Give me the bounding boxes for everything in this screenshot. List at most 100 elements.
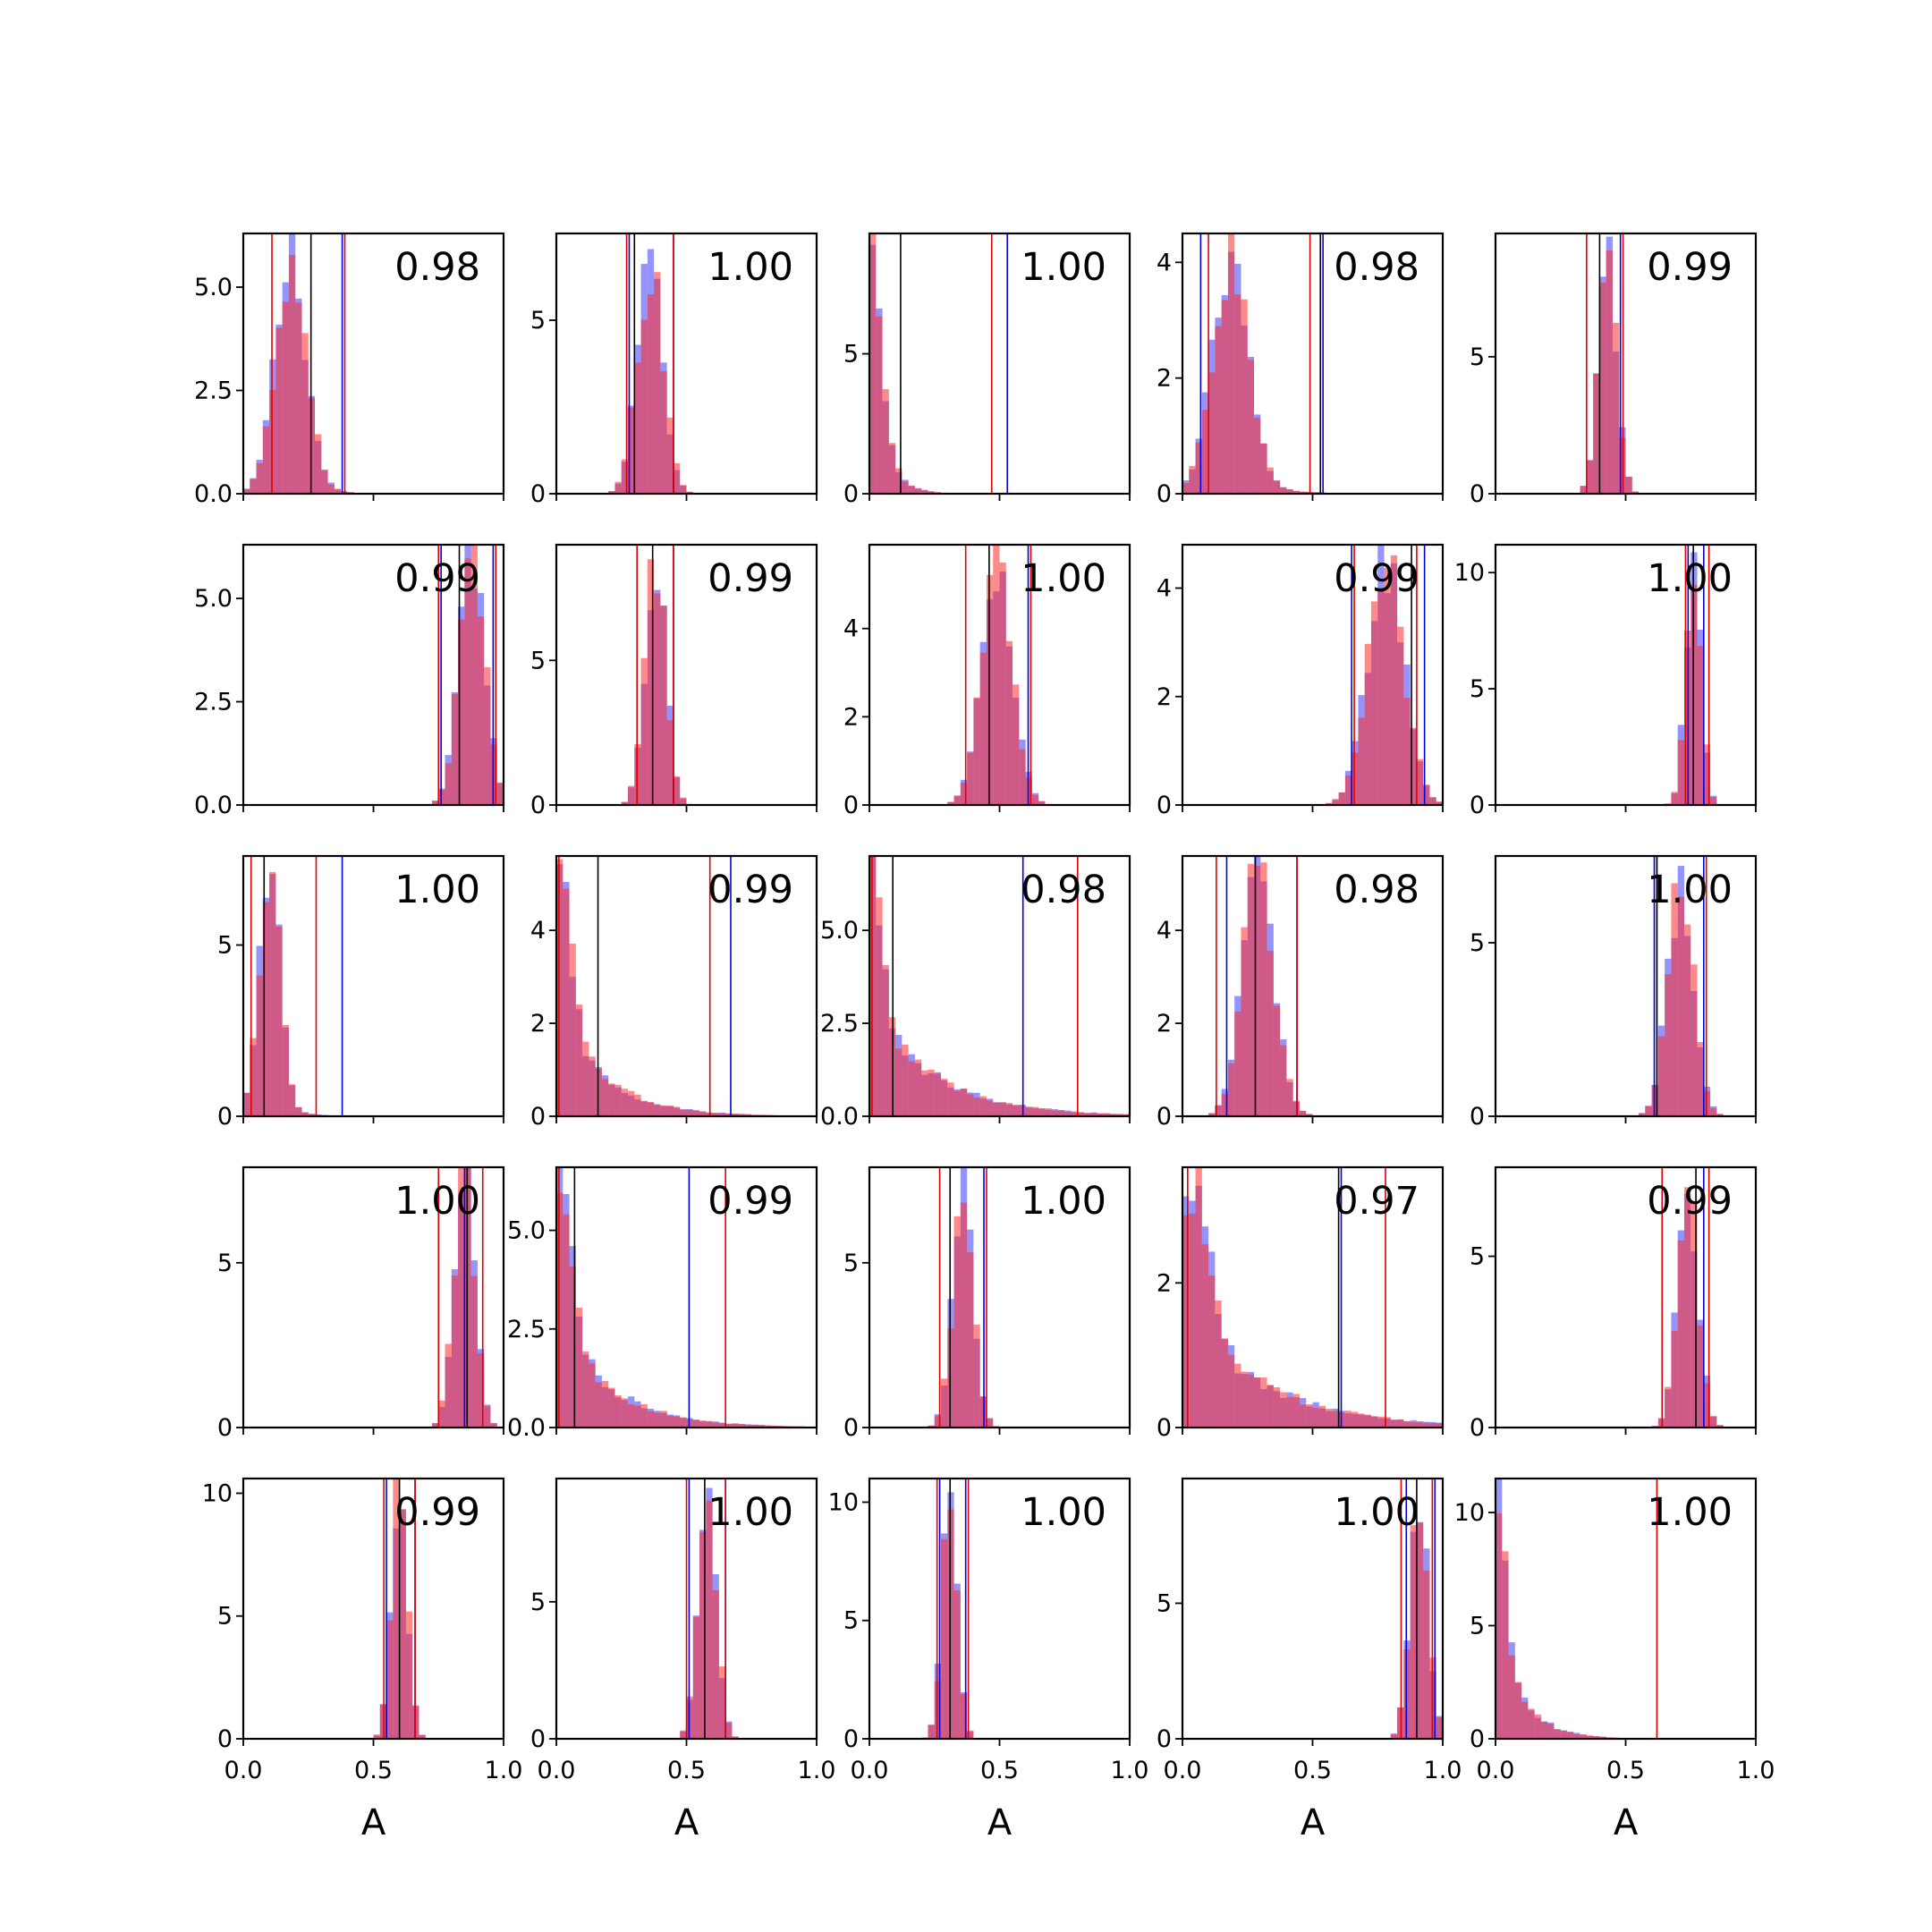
red-histogram-bar bbox=[1123, 1114, 1130, 1116]
red-histogram-bar bbox=[1221, 1338, 1228, 1428]
panel-annotation: 0.99 bbox=[1334, 556, 1419, 601]
y-tick-label: 10 bbox=[1454, 1499, 1485, 1527]
red-histogram-bar bbox=[250, 1038, 257, 1116]
red-histogram-bar bbox=[1273, 480, 1281, 494]
y-tick-label: 2.5 bbox=[820, 1010, 859, 1038]
red-histogram-bar bbox=[953, 1090, 961, 1116]
panel-annotation: 1.00 bbox=[1021, 1490, 1106, 1535]
red-histogram-bar bbox=[1025, 1107, 1032, 1116]
red-histogram-bar bbox=[895, 468, 902, 494]
x-tick-label: 0.0 bbox=[225, 1757, 263, 1784]
panel: 0.0 2.5 5.0 0.99 bbox=[194, 543, 505, 819]
red-histogram-bar bbox=[334, 488, 342, 494]
red-histogram-bar bbox=[640, 657, 648, 805]
red-histogram-bar bbox=[941, 1538, 948, 1739]
panel: 0 2 4 0.99 bbox=[1157, 543, 1445, 819]
red-histogram-bar bbox=[947, 801, 954, 805]
red-histogram-bar bbox=[373, 1734, 380, 1739]
red-histogram-bar bbox=[451, 1275, 459, 1428]
red-histogram-bar bbox=[405, 1611, 413, 1739]
red-histogram-bar bbox=[699, 1420, 707, 1428]
panel: 051.00 bbox=[1470, 854, 1758, 1131]
red-histogram-bar bbox=[921, 1070, 928, 1116]
y-tick-label: 2.5 bbox=[194, 377, 233, 405]
red-histogram-bar bbox=[1496, 1513, 1503, 1739]
red-histogram-bar bbox=[953, 1590, 961, 1739]
red-histogram-bar bbox=[1703, 1383, 1711, 1428]
panel: 0 5 10 0.0 0.5 1.0 A 0.99 bbox=[202, 1477, 522, 1843]
y-tick-label: 0 bbox=[1157, 792, 1172, 819]
red-histogram-bar bbox=[1031, 794, 1039, 805]
red-histogram-bar bbox=[1260, 1377, 1267, 1428]
red-histogram-bar bbox=[660, 1411, 667, 1428]
red-histogram-bar bbox=[1005, 640, 1013, 805]
red-histogram-bar bbox=[973, 1324, 980, 1428]
red-histogram-bar bbox=[1429, 797, 1436, 805]
red-histogram-bar bbox=[654, 1412, 661, 1428]
red-histogram-bar bbox=[1671, 883, 1678, 1116]
red-histogram-bar bbox=[744, 1114, 752, 1116]
red-histogram-bar bbox=[1677, 740, 1684, 805]
red-histogram-bar bbox=[1241, 1371, 1248, 1428]
red-histogram-bar bbox=[256, 975, 263, 1116]
y-tick-label: 0 bbox=[843, 1414, 859, 1442]
red-histogram-bar bbox=[1254, 417, 1261, 494]
red-histogram-bar bbox=[928, 1069, 935, 1116]
red-histogram-bar bbox=[686, 1109, 693, 1116]
red-histogram-bar bbox=[1103, 1113, 1111, 1116]
panel-annotation: 0.99 bbox=[394, 556, 480, 601]
y-tick-label: 0 bbox=[843, 792, 859, 819]
red-histogram-bar bbox=[1318, 1405, 1326, 1428]
red-histogram-bar bbox=[1306, 1114, 1313, 1116]
x-axis-label: A bbox=[987, 1802, 1013, 1843]
red-histogram-bar bbox=[902, 481, 909, 494]
red-histogram-bar bbox=[979, 652, 987, 805]
red-histogram-bar bbox=[1084, 1113, 1091, 1116]
red-histogram-bar bbox=[1352, 1411, 1359, 1428]
x-tick-label: 1.0 bbox=[1737, 1757, 1775, 1784]
y-tick-label: 5 bbox=[843, 341, 859, 369]
red-histogram-bar bbox=[1508, 1655, 1515, 1739]
red-histogram-bar bbox=[1234, 1363, 1241, 1428]
red-histogram-bar bbox=[1215, 326, 1222, 494]
panel-annotation: 1.00 bbox=[1647, 1490, 1733, 1535]
panel: 0.0 2.5 5.0 0.98 bbox=[194, 232, 505, 508]
red-histogram-bar bbox=[1332, 799, 1339, 805]
red-histogram-bar bbox=[934, 1073, 942, 1116]
panel: 0.0 2.5 5.0 0.98 bbox=[820, 854, 1131, 1131]
red-histogram-bar bbox=[614, 1395, 622, 1428]
red-histogram-bar bbox=[1005, 1103, 1013, 1116]
red-histogram-bar bbox=[647, 1101, 655, 1116]
red-histogram-bar bbox=[1586, 460, 1594, 494]
red-histogram-bar bbox=[569, 1267, 576, 1428]
red-histogram-bar bbox=[1410, 727, 1417, 805]
y-tick-label: 5 bbox=[1470, 1612, 1485, 1640]
y-tick-label: 5 bbox=[1470, 675, 1485, 703]
red-histogram-bar bbox=[1227, 1354, 1235, 1428]
red-histogram-bar bbox=[1031, 1106, 1039, 1116]
y-tick-label: 2 bbox=[530, 1010, 546, 1038]
red-histogram-bar bbox=[692, 1419, 700, 1428]
y-tick-label: 5 bbox=[1470, 929, 1485, 957]
red-histogram-bar bbox=[1286, 1079, 1293, 1116]
red-histogram-bar bbox=[1567, 1732, 1574, 1739]
red-histogram-bar bbox=[1116, 1114, 1123, 1116]
red-histogram-bar bbox=[1292, 490, 1300, 494]
red-histogram-bar bbox=[1416, 1422, 1424, 1428]
y-tick-label: 0 bbox=[530, 480, 546, 508]
red-histogram-bar bbox=[1540, 1722, 1548, 1739]
red-histogram-bar bbox=[1344, 1411, 1352, 1428]
red-histogram-bar bbox=[1416, 1522, 1424, 1739]
red-histogram-bar bbox=[1677, 1240, 1684, 1428]
red-histogram-bar bbox=[301, 333, 309, 494]
red-histogram-bar bbox=[614, 481, 622, 494]
red-histogram-bar bbox=[712, 1422, 719, 1428]
red-histogram-bar bbox=[647, 294, 655, 494]
y-tick-label: 5 bbox=[530, 307, 546, 335]
panel-annotation: 1.00 bbox=[708, 1490, 793, 1535]
red-histogram-bar bbox=[986, 1100, 994, 1116]
red-histogram-bar bbox=[876, 316, 883, 494]
red-histogram-bar bbox=[1292, 1394, 1300, 1428]
red-histogram-bar bbox=[477, 616, 485, 805]
red-histogram-bar bbox=[1554, 1729, 1561, 1739]
